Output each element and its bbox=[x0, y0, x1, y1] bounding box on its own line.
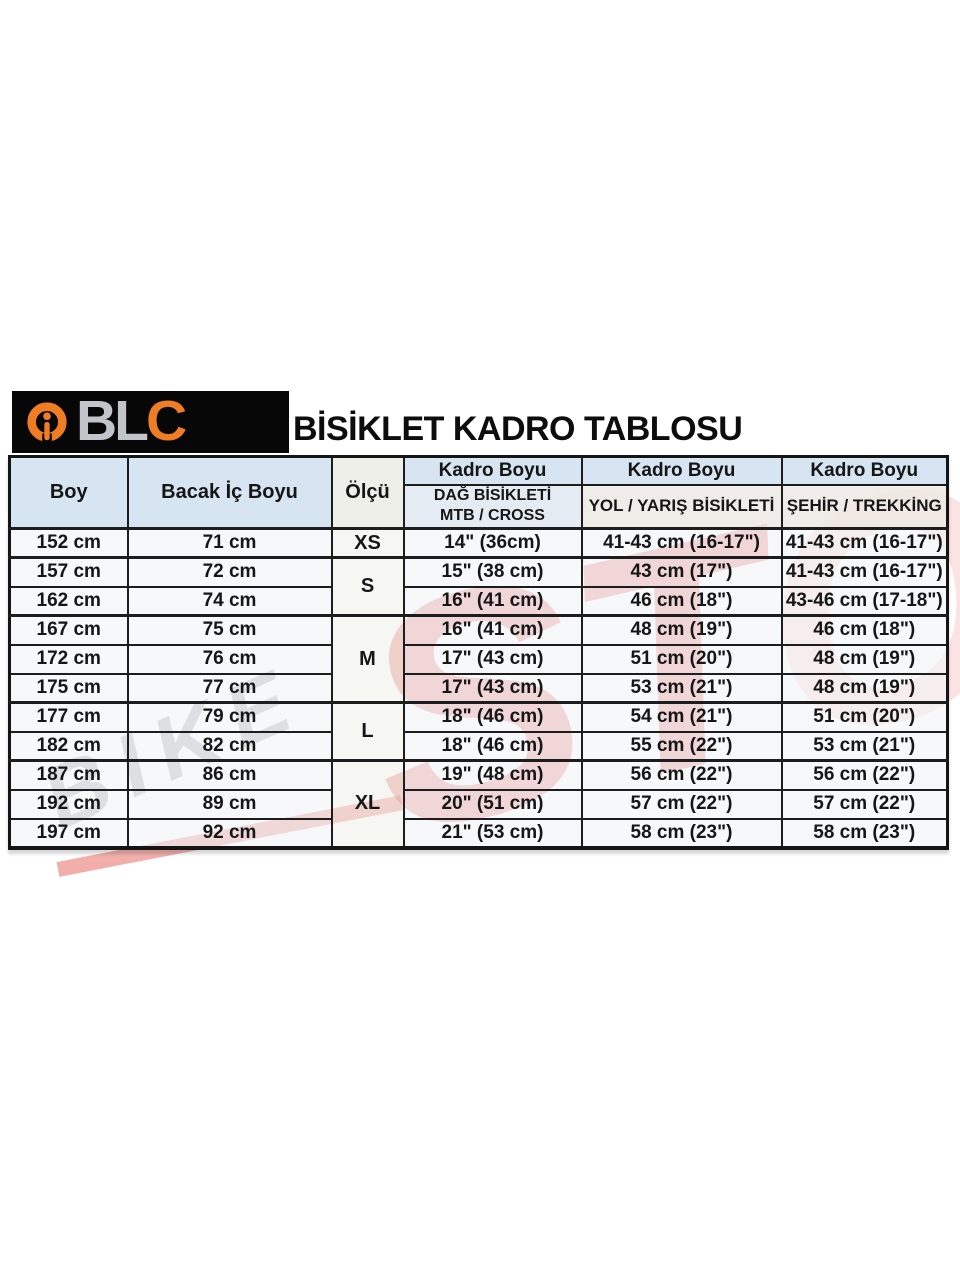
cell-bacak-ic-boyu: 79 cm bbox=[126, 701, 333, 733]
cell-kadro-sehir: 48 cm (19") bbox=[780, 643, 949, 675]
header-bacak-ic-boyu: Bacak İç Boyu bbox=[126, 455, 333, 530]
cell-kadro-sehir: 41-43 cm (16-17") bbox=[780, 527, 949, 559]
brand-logo-bar: BLC bbox=[12, 391, 289, 453]
cell-kadro-mtb: 17" (43 cm) bbox=[402, 672, 583, 704]
cell-bacak-ic-boyu: 77 cm bbox=[126, 672, 333, 704]
cell-kadro-yol: 43 cm (17") bbox=[580, 556, 783, 588]
header-row-2: DAĞ BİSİKLETİ MTB / CROSS YOL / YARIŞ BİS… bbox=[10, 483, 949, 530]
cell-kadro-sehir: 48 cm (19") bbox=[780, 672, 949, 704]
brand-logo-text: BLC bbox=[76, 392, 187, 450]
cell-kadro-sehir: 51 cm (20") bbox=[780, 701, 949, 733]
cell-kadro-sehir: 57 cm (22") bbox=[780, 788, 949, 820]
cell-boy: 192 cm bbox=[8, 788, 129, 820]
subheader-sehir-trekking: ŞEHİR / TREKKİNG bbox=[780, 483, 949, 530]
cell-boy: 182 cm bbox=[8, 730, 129, 762]
cell-kadro-yol: 56 cm (22") bbox=[580, 759, 783, 791]
size-table-body: 152 cm 71 cm XS 14" (36cm) 41-43 cm (16-17")… bbox=[8, 527, 949, 849]
table-row: 162 cm 74 cm 16" (41 cm) 46 cm (18") 43-46 c… bbox=[8, 585, 949, 617]
cell-boy: 167 cm bbox=[8, 614, 129, 646]
cell-bacak-ic-boyu: 92 cm bbox=[126, 817, 333, 849]
cell-kadro-mtb: 19" (48 cm) bbox=[402, 759, 583, 791]
cell-kadro-sehir: 58 cm (23") bbox=[780, 817, 949, 849]
subheader-mtb-cross: DAĞ BİSİKLETİ MTB / CROSS bbox=[402, 483, 583, 530]
cell-boy: 172 cm bbox=[8, 643, 129, 675]
cell-kadro-mtb: 17" (43 cm) bbox=[402, 643, 583, 675]
table-row: 197 cm 92 cm 21" (53 cm) 58 cm (23") 58 cm (… bbox=[8, 817, 949, 849]
cell-kadro-mtb: 16" (41 cm) bbox=[402, 585, 583, 617]
cell-boy: 177 cm bbox=[8, 701, 129, 733]
brand-logo-text-orange: C bbox=[145, 388, 187, 453]
cell-kadro-yol: 58 cm (23") bbox=[580, 817, 783, 849]
table-row: 157 cm 72 cm S 15" (38 cm) 43 cm (17") 41-43 … bbox=[8, 556, 949, 617]
cell-kadro-mtb: 18" (46 cm) bbox=[402, 730, 583, 762]
cell-kadro-mtb: 16" (41 cm) bbox=[402, 614, 583, 646]
cell-kadro-yol: 51 cm (20") bbox=[580, 643, 783, 675]
table-row: 187 cm 86 cm XL 19" (48 cm) 56 cm (22") 56 cm… bbox=[8, 759, 949, 849]
cell-kadro-sehir: 56 cm (22") bbox=[780, 759, 949, 791]
subheader-mtb-line1: DAĞ BİSİKLETİ bbox=[433, 487, 552, 505]
cell-bacak-ic-boyu: 72 cm bbox=[126, 556, 333, 588]
cell-kadro-yol: 57 cm (22") bbox=[580, 788, 783, 820]
cell-bacak-ic-boyu: 71 cm bbox=[126, 527, 333, 559]
cell-kadro-mtb: 18" (46 cm) bbox=[402, 701, 583, 733]
table-row: 177 cm 79 cm L 18" (46 cm) 54 cm (21") 51 cm … bbox=[8, 701, 949, 762]
header-row-1: Boy Bacak İç Boyu Ölçü Kadro Boyu Kadro … bbox=[8, 455, 949, 530]
cell-bacak-ic-boyu: 75 cm bbox=[126, 614, 333, 646]
table-row: 167 cm 75 cm M 16" (41 cm) 48 cm (19") 46 cm … bbox=[8, 614, 949, 704]
header-olcu: Ölçü bbox=[330, 455, 405, 530]
cell-kadro-sehir: 46 cm (18") bbox=[780, 614, 949, 646]
cell-kadro-sehir: 53 cm (21") bbox=[780, 730, 949, 762]
cell-boy: 187 cm bbox=[8, 759, 129, 791]
cell-boy: 162 cm bbox=[8, 585, 129, 617]
header-kadro-boyu-mtb: Kadro Boyu bbox=[402, 455, 583, 486]
cell-kadro-mtb: 15" (38 cm) bbox=[402, 556, 583, 588]
cell-boy: 197 cm bbox=[8, 817, 129, 849]
header-kadro-boyu-sehir: Kadro Boyu bbox=[780, 455, 949, 486]
header-boy: Boy bbox=[8, 455, 129, 530]
cell-kadro-mtb: 14" (36cm) bbox=[402, 527, 583, 559]
cell-kadro-yol: 54 cm (21") bbox=[580, 701, 783, 733]
table-row: 152 cm 71 cm XS 14" (36cm) 41-43 cm (16-17")… bbox=[8, 527, 949, 559]
cell-kadro-yol: 48 cm (19") bbox=[580, 614, 783, 646]
cell-boy: 175 cm bbox=[8, 672, 129, 704]
subheader-yol-yaris: YOL / YARIŞ BİSİKLETİ bbox=[580, 483, 783, 530]
cell-kadro-yol: 53 cm (21") bbox=[580, 672, 783, 704]
cell-bacak-ic-boyu: 82 cm bbox=[126, 730, 333, 762]
cell-kadro-yol: 41-43 cm (16-17") bbox=[580, 527, 783, 559]
cell-boy: 157 cm bbox=[8, 556, 129, 588]
cell-bacak-ic-boyu: 89 cm bbox=[126, 788, 333, 820]
table-row: 172 cm 76 cm 17" (43 cm) 51 cm (20") 48 cm (… bbox=[8, 643, 949, 675]
table-row: 175 cm 77 cm 17" (43 cm) 53 cm (21") 48 cm (… bbox=[8, 672, 949, 704]
blc-ring-emblem-icon bbox=[27, 402, 67, 445]
header-kadro-boyu-yol: Kadro Boyu bbox=[580, 455, 783, 486]
cell-kadro-sehir: 43-46 cm (17-18") bbox=[780, 585, 949, 617]
table-row: 182 cm 82 cm 18" (46 cm) 55 cm (22") 53 cm (… bbox=[8, 730, 949, 762]
brand-logo-text-gray: BL bbox=[76, 388, 149, 453]
cell-bacak-ic-boyu: 86 cm bbox=[126, 759, 333, 791]
cell-kadro-sehir: 41-43 cm (16-17") bbox=[780, 556, 949, 588]
cell-kadro-yol: 46 cm (18") bbox=[580, 585, 783, 617]
cell-kadro-mtb: 20" (51 cm) bbox=[402, 788, 583, 820]
page-title: BİSİKLET KADRO TABLOSU bbox=[293, 410, 743, 448]
cell-olcu-size: L bbox=[330, 701, 405, 762]
size-chart-table: Boy Bacak İç Boyu Ölçü Kadro Boyu Kadro … bbox=[8, 455, 949, 850]
cell-boy: 152 cm bbox=[8, 527, 129, 559]
table-row: 192 cm 89 cm 20" (51 cm) 57 cm (22") 57 cm (… bbox=[8, 788, 949, 820]
cell-olcu-size: XL bbox=[330, 759, 405, 849]
subheader-mtb-line2: MTB / CROSS bbox=[440, 507, 545, 525]
cell-bacak-ic-boyu: 74 cm bbox=[126, 585, 333, 617]
cell-olcu-size: S bbox=[330, 556, 405, 617]
cell-kadro-yol: 55 cm (22") bbox=[580, 730, 783, 762]
cell-bacak-ic-boyu: 76 cm bbox=[126, 643, 333, 675]
cell-olcu-size: M bbox=[330, 614, 405, 704]
cell-olcu-size: XS bbox=[330, 527, 405, 559]
cell-kadro-mtb: 21" (53 cm) bbox=[402, 817, 583, 849]
